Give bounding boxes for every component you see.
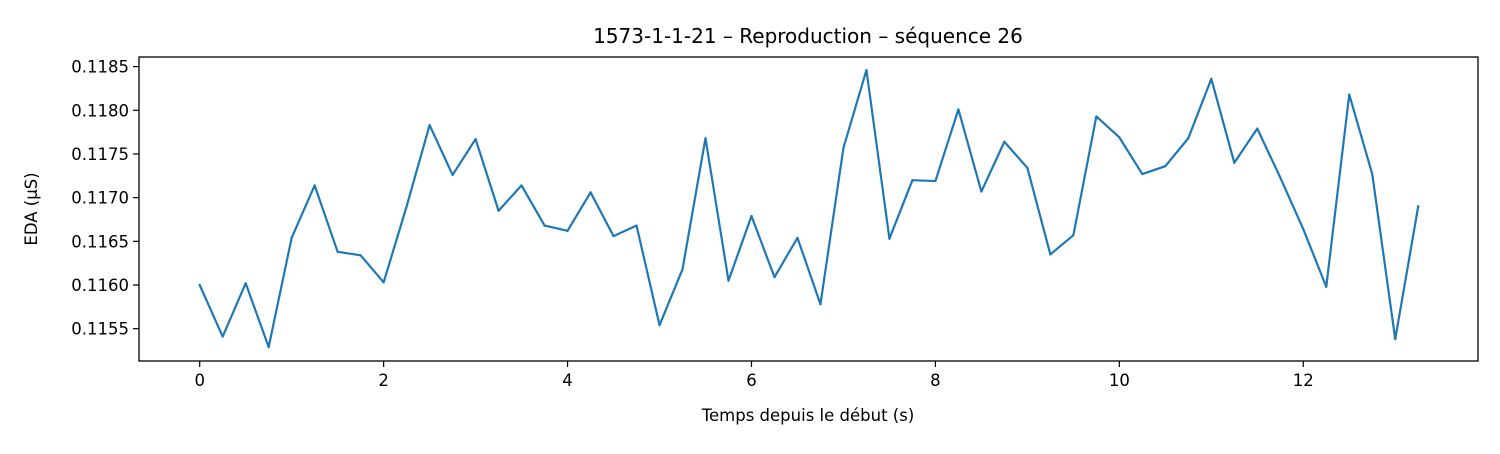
y-tick-label: 0.1165 xyxy=(71,232,129,251)
data-point xyxy=(865,69,868,72)
y-tick-label: 0.1155 xyxy=(71,320,129,339)
data-point xyxy=(796,236,799,239)
data-point xyxy=(1095,115,1098,118)
data-point xyxy=(980,190,983,193)
x-tick-label: 12 xyxy=(1293,371,1314,390)
data-point xyxy=(1164,165,1167,168)
x-tick-label: 4 xyxy=(562,371,573,390)
data-point xyxy=(244,282,247,285)
data-point xyxy=(911,179,914,182)
data-point xyxy=(1348,93,1351,96)
plot-frame xyxy=(138,56,1479,362)
data-point xyxy=(313,184,316,187)
data-point xyxy=(727,279,730,282)
data-point xyxy=(1394,338,1397,341)
data-point xyxy=(773,276,776,279)
data-point xyxy=(543,224,546,227)
data-point xyxy=(405,205,408,208)
chart-title: 1573-1-1-21 – Reproduction – séquence 26 xyxy=(593,24,1023,48)
data-point xyxy=(566,229,569,232)
data-point xyxy=(658,324,661,327)
data-point xyxy=(1279,176,1282,179)
data-point xyxy=(359,254,362,257)
data-point xyxy=(750,214,753,218)
data-point xyxy=(1302,227,1305,231)
data-point xyxy=(1049,253,1052,256)
x-tick-label: 2 xyxy=(378,371,389,390)
y-tick-label: 0.1180 xyxy=(71,101,129,120)
data-point xyxy=(1371,172,1374,176)
data-point xyxy=(1026,166,1029,170)
data-point xyxy=(497,209,500,212)
data-point xyxy=(1141,172,1144,176)
data-point xyxy=(1118,136,1121,139)
data-point xyxy=(1003,140,1006,143)
data-point xyxy=(1187,137,1190,140)
data-point xyxy=(1072,234,1075,237)
data-point xyxy=(1325,285,1328,288)
data-point xyxy=(842,146,845,149)
data-point xyxy=(221,335,224,338)
data-point xyxy=(957,108,960,111)
data-point xyxy=(474,138,477,141)
y-axis-label: EDA (µS) xyxy=(22,172,41,245)
data-point xyxy=(681,268,684,271)
data-point xyxy=(819,303,822,306)
data-point xyxy=(520,184,523,187)
data-point xyxy=(704,137,707,140)
y-tick-label: 0.1175 xyxy=(71,145,129,164)
y-tick-label: 0.1160 xyxy=(71,276,129,295)
plot-area xyxy=(198,68,1420,349)
data-point xyxy=(267,345,270,349)
data-point xyxy=(451,173,454,177)
data-point xyxy=(589,191,592,194)
data-point xyxy=(290,236,293,239)
data-point xyxy=(198,283,201,287)
x-tick-label: 6 xyxy=(746,371,757,390)
data-point xyxy=(1417,205,1420,208)
data-point xyxy=(382,281,385,284)
data-point xyxy=(888,237,891,240)
x-tick-label: 10 xyxy=(1109,371,1130,390)
data-point xyxy=(1233,161,1236,164)
data-point xyxy=(1256,127,1259,130)
y-tick-label: 0.1170 xyxy=(71,189,129,208)
data-point xyxy=(934,179,937,183)
data-point xyxy=(336,250,339,253)
data-point xyxy=(612,234,615,238)
x-tick-label: 8 xyxy=(930,371,941,390)
data-point xyxy=(428,124,431,127)
series-line xyxy=(198,68,1420,349)
x-tick-label: 0 xyxy=(194,371,205,390)
x-axis-label: Temps depuis le début (s) xyxy=(701,406,915,425)
data-point xyxy=(1210,77,1213,80)
y-tick-label: 0.1185 xyxy=(71,58,129,77)
data-point xyxy=(635,224,638,227)
